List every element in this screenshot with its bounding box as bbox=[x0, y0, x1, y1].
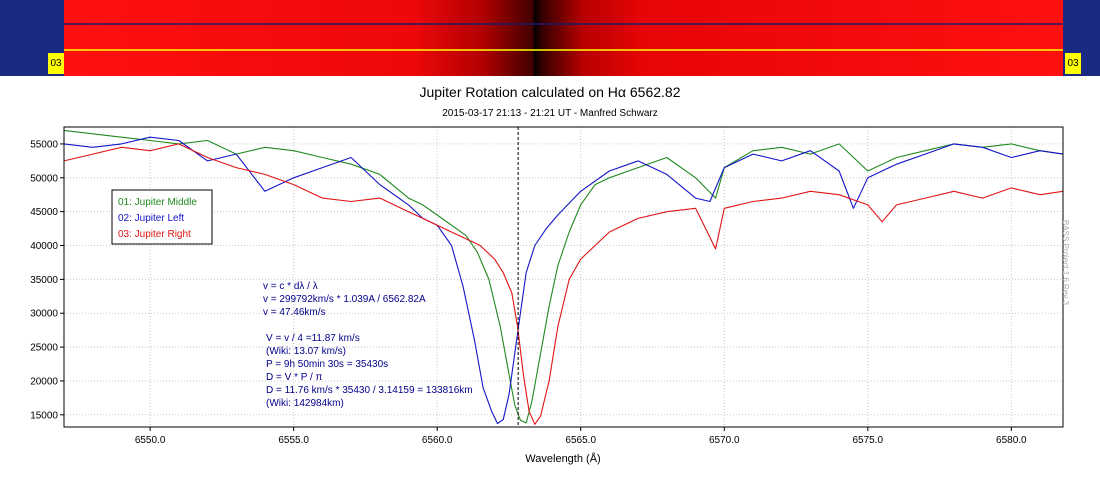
side-text: BASS Project 1.6 Rev 3 bbox=[1061, 220, 1070, 305]
y-tick-label: 20000 bbox=[30, 376, 58, 387]
annotation-line-6: P = 9h 50min 30s = 35430s bbox=[266, 359, 388, 370]
y-tick-label: 35000 bbox=[30, 275, 58, 286]
frame-label-right: 03 bbox=[1065, 53, 1081, 74]
annotation-line-9: (Wiki: 142984km) bbox=[266, 398, 344, 409]
legend-entry-right: 03: Jupiter Right bbox=[118, 229, 191, 240]
legend-box bbox=[111, 189, 213, 245]
legend-entry-left: 02: Jupiter Left bbox=[118, 213, 184, 224]
plot-frame bbox=[63, 126, 1064, 428]
annotation-line-2: v = 299792km/s * 1.039A / 6562.82A bbox=[263, 294, 426, 305]
annotation-line-1: v = c * dλ / λ bbox=[263, 281, 318, 292]
series-line-1 bbox=[63, 129, 1064, 424]
x-tick-label: 6550.0 bbox=[135, 435, 166, 446]
chart-title: Jupiter Rotation calculated on Hα 6562.8… bbox=[419, 84, 680, 100]
x-tick-label: 6575.0 bbox=[852, 435, 883, 446]
chart-subtitle: 2015-03-17 21:13 - 21:21 UT - Manfred Sc… bbox=[442, 108, 658, 119]
x-tick-label: 6570.0 bbox=[709, 435, 740, 446]
y-tick-label: 30000 bbox=[30, 309, 58, 320]
y-tick-label: 50000 bbox=[30, 173, 58, 184]
x-axis-label: Wavelength (Å) bbox=[525, 452, 600, 465]
annotation-line-8: D = 11.76 km/s * 35430 / 3.14159 = 13381… bbox=[266, 385, 473, 396]
series-layer bbox=[63, 127, 1064, 427]
annotation-line-7: D = V * P / π bbox=[266, 372, 323, 383]
series-line-3 bbox=[63, 143, 1064, 425]
x-tick-label: 6560.0 bbox=[422, 435, 453, 446]
y-tick-label: 25000 bbox=[30, 343, 58, 354]
calculation-annotation: v = c * dλ / λ v = 299792km/s * 1.039A /… bbox=[263, 281, 473, 409]
legend: 01: Jupiter Middle 02: Jupiter Left 03: … bbox=[111, 189, 213, 245]
axis-ticks: 6550.0 6555.0 6560.0 6565.0 6570.0 6575.0 6580… bbox=[30, 139, 1027, 446]
line-chart: Jupiter Rotation calculated on Hα 6562.8… bbox=[30, 84, 1064, 465]
spectrum-band bbox=[64, 0, 1063, 76]
y-tick-label: 40000 bbox=[30, 241, 58, 252]
annotation-line-3: v = 47.46km/s bbox=[263, 307, 326, 318]
spectrum-image bbox=[64, 0, 1063, 76]
x-tick-label: 6565.0 bbox=[565, 435, 596, 446]
x-tick-label: 6555.0 bbox=[278, 435, 309, 446]
annotation-line-4: V = v / 4 =11.87 km/s bbox=[266, 333, 360, 344]
y-tick-label: 45000 bbox=[30, 207, 58, 218]
y-tick-label: 15000 bbox=[30, 410, 58, 421]
grid bbox=[64, 127, 1063, 427]
frame-label-left: 03 bbox=[48, 53, 64, 74]
spectrum-strip: 03 03 bbox=[0, 0, 1100, 76]
annotation-line-5: (Wiki: 13.07 km/s) bbox=[266, 346, 346, 357]
x-tick-label: 6580.0 bbox=[996, 435, 1027, 446]
legend-entry-middle: 01: Jupiter Middle bbox=[118, 197, 197, 208]
y-tick-label: 55000 bbox=[30, 139, 58, 150]
series-line-2 bbox=[63, 136, 1064, 425]
